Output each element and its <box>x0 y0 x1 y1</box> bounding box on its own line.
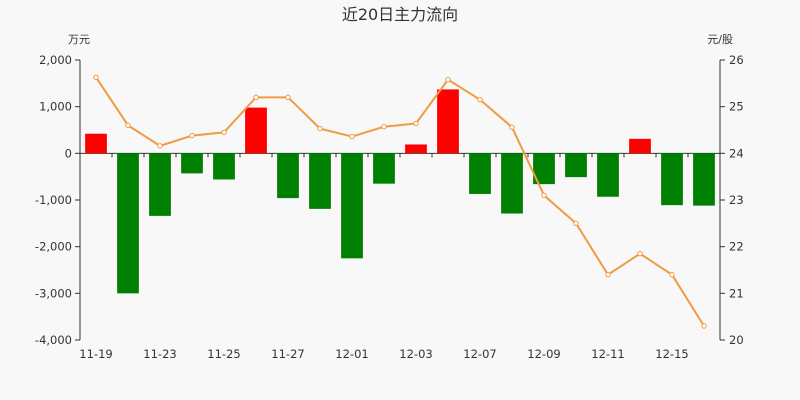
right-axis-tick-label: 25 <box>729 100 744 114</box>
price-point <box>285 94 291 101</box>
left-axis-tick-label: 2,000 <box>39 53 72 67</box>
price-point <box>157 143 163 149</box>
left-axis-tick-label: -3,000 <box>35 286 72 300</box>
flow-bar <box>181 153 203 174</box>
price-point <box>541 192 547 199</box>
left-axis-unit: 万元 <box>68 33 90 46</box>
price-point <box>637 250 643 257</box>
axes: 2,000 1,000 0 -1,000 -2,000 -3,000 -4,000 26 25 2… <box>35 53 744 361</box>
flow-bar <box>117 153 139 294</box>
right-axis-tick-label: 20 <box>729 333 744 347</box>
chart-title: 近20日主力流向 <box>342 5 458 24</box>
price-point <box>573 220 579 227</box>
flow-bar <box>149 153 171 216</box>
left-axis-tick-label: 1,000 <box>39 100 72 114</box>
price-point <box>413 120 419 127</box>
right-axis-tick-label: 26 <box>729 53 744 67</box>
price-point <box>477 96 483 103</box>
price-point <box>701 323 707 329</box>
flow-bar <box>277 153 299 199</box>
x-axis-tick-label: 12-01 <box>335 347 368 361</box>
price-point <box>317 125 323 132</box>
price-line <box>93 74 707 329</box>
left-axis-tick-label: -4,000 <box>35 333 72 347</box>
flow-bar <box>341 153 363 259</box>
price-point <box>605 271 611 278</box>
price-point <box>189 132 195 139</box>
flow-bar <box>693 153 715 206</box>
flow-bars <box>85 89 715 294</box>
price-point <box>349 133 355 140</box>
price-point <box>381 124 387 130</box>
flow-bar <box>469 153 491 194</box>
flow-bar <box>85 133 107 154</box>
price-point <box>125 122 131 129</box>
price-line-path <box>95 76 705 327</box>
price-point <box>221 129 227 136</box>
price-point <box>445 76 451 83</box>
x-axis-tick-label: 11-27 <box>271 347 304 361</box>
flow-bar <box>373 153 395 184</box>
left-axis-tick-label: 0 <box>65 146 72 160</box>
right-axis-tick-label: 23 <box>729 193 744 207</box>
flow-bar <box>597 153 619 197</box>
right-axis-tick-label: 24 <box>729 146 744 160</box>
flow-bar <box>437 89 459 154</box>
flow-bar <box>501 153 523 214</box>
flow-bar <box>245 107 267 154</box>
flow-bar <box>405 144 427 154</box>
x-axis-tick-label: 12-03 <box>399 347 432 361</box>
x-axis-tick-label: 11-25 <box>207 347 240 361</box>
price-point <box>253 94 259 101</box>
price-point <box>93 74 99 80</box>
flow-bar <box>661 153 683 206</box>
left-axis-tick-label: -1,000 <box>35 193 72 207</box>
right-axis-unit: 元/股 <box>707 33 733 46</box>
right-axis-tick-label: 21 <box>729 286 744 300</box>
x-axis-tick-label: 12-09 <box>527 347 560 361</box>
price-point <box>509 124 515 130</box>
x-axis-tick-label: 11-19 <box>79 347 112 361</box>
left-axis-tick-label: -2,000 <box>35 240 72 254</box>
x-axis-tick-label: 12-15 <box>655 347 688 361</box>
flow-bar <box>565 153 587 178</box>
right-axis-tick-label: 22 <box>729 240 744 254</box>
price-point <box>669 271 675 278</box>
flow-bar <box>213 153 235 180</box>
x-axis-tick-label: 12-07 <box>463 347 496 361</box>
flow-bar <box>309 153 331 209</box>
flow-bar <box>629 138 651 154</box>
x-axis-tick-label: 11-23 <box>143 347 176 361</box>
flow-bar <box>533 153 555 185</box>
x-axis-tick-label: 12-11 <box>591 347 624 361</box>
